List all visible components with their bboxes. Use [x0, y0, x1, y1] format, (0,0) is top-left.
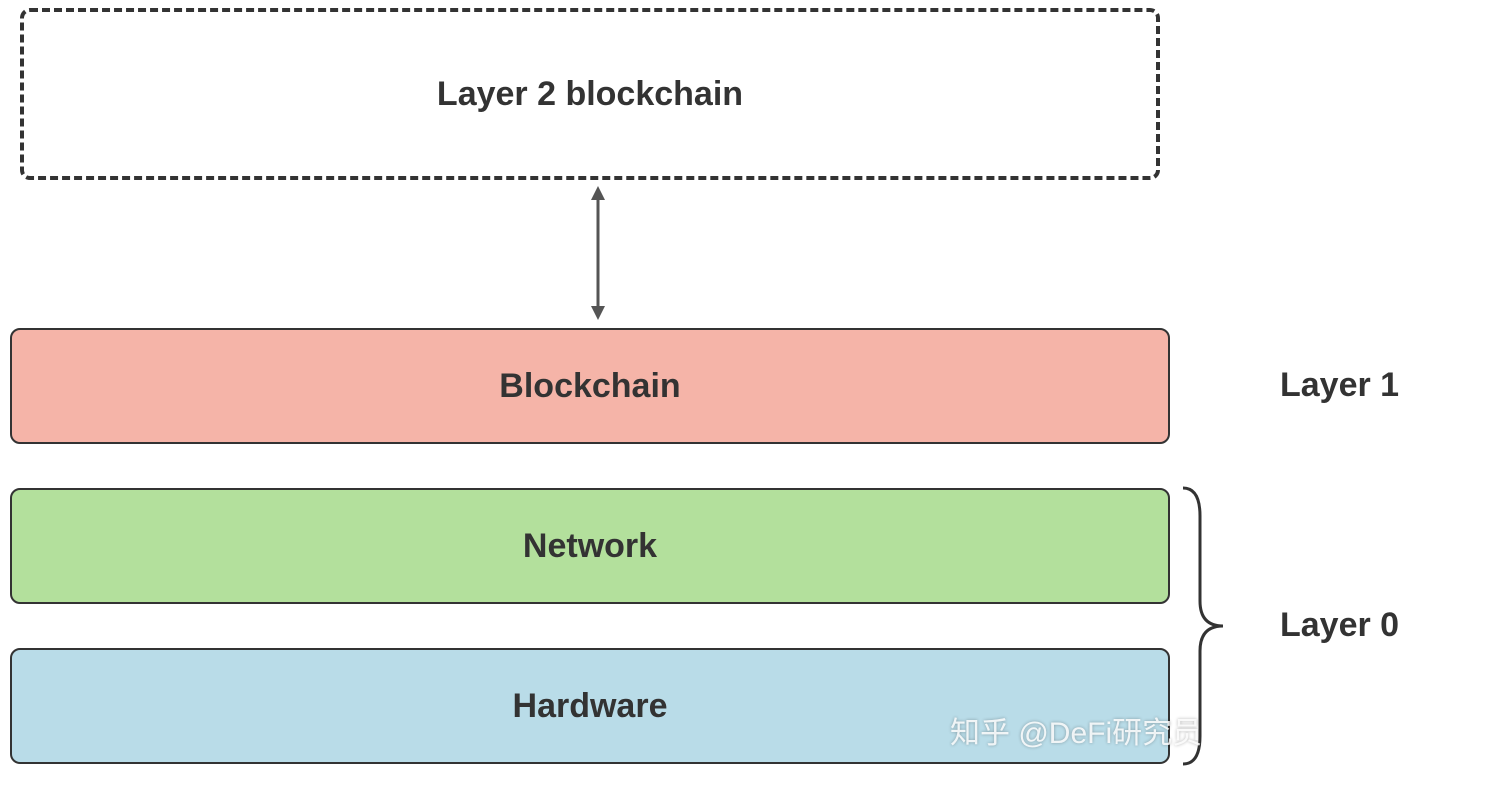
- network-label: Network: [523, 527, 657, 566]
- layer0-side-label: Layer 0: [1280, 606, 1399, 645]
- layer2-box: Layer 2 blockchain: [20, 8, 1160, 180]
- layer0-brace-icon: [1178, 486, 1228, 766]
- layer1-side-label: Layer 1: [1280, 366, 1399, 405]
- layer2-label: Layer 2 blockchain: [437, 75, 743, 114]
- network-box: Network: [10, 488, 1170, 604]
- bidirectional-arrow: [588, 186, 608, 320]
- blockchain-box: Blockchain: [10, 328, 1170, 444]
- hardware-label: Hardware: [513, 687, 668, 726]
- hardware-box: Hardware: [10, 648, 1170, 764]
- layer-diagram: Layer 2 blockchain Blockchain Network Ha…: [10, 8, 1480, 788]
- blockchain-label: Blockchain: [499, 367, 680, 406]
